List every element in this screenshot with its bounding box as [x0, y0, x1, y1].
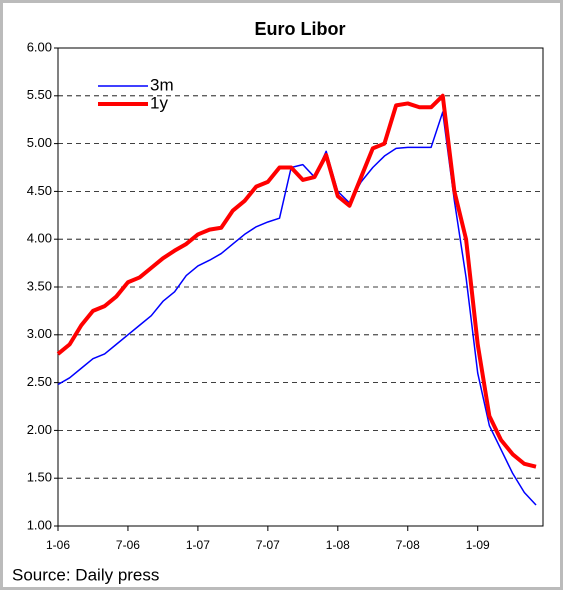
- x-tick-label: 7-06: [116, 538, 140, 552]
- plot-area: [57, 47, 544, 527]
- series-line: [57, 111, 537, 506]
- y-tick-label: 1.50: [27, 470, 52, 485]
- y-tick-label: 3.50: [27, 278, 52, 293]
- x-tick-label: 1-08: [326, 538, 350, 552]
- x-tick-label: 7-07: [256, 538, 280, 552]
- y-tick-label: 1.00: [27, 517, 52, 532]
- y-tick-label: 5.00: [27, 135, 52, 150]
- y-tick-label: 3.00: [27, 326, 52, 341]
- y-tick-label: 2.50: [27, 374, 52, 389]
- x-tick-label: 7-08: [396, 538, 420, 552]
- legend-label: 1y: [150, 93, 168, 112]
- legend-label: 3m: [150, 75, 174, 94]
- chart-title: Euro Libor: [255, 19, 346, 39]
- y-tick-label: 4.00: [27, 231, 52, 246]
- x-tick-label: 1-06: [46, 538, 70, 552]
- x-tick-label: 1-09: [466, 538, 490, 552]
- source: Source: Daily press: [12, 565, 159, 584]
- y-tick-label: 2.00: [27, 422, 52, 437]
- y-tick-label: 4.50: [27, 183, 52, 198]
- y-tick-label: 5.50: [27, 87, 52, 102]
- x-tick-label: 1-07: [186, 538, 210, 552]
- series-line: [56, 93, 537, 469]
- y-tick-label: 6.00: [27, 39, 52, 54]
